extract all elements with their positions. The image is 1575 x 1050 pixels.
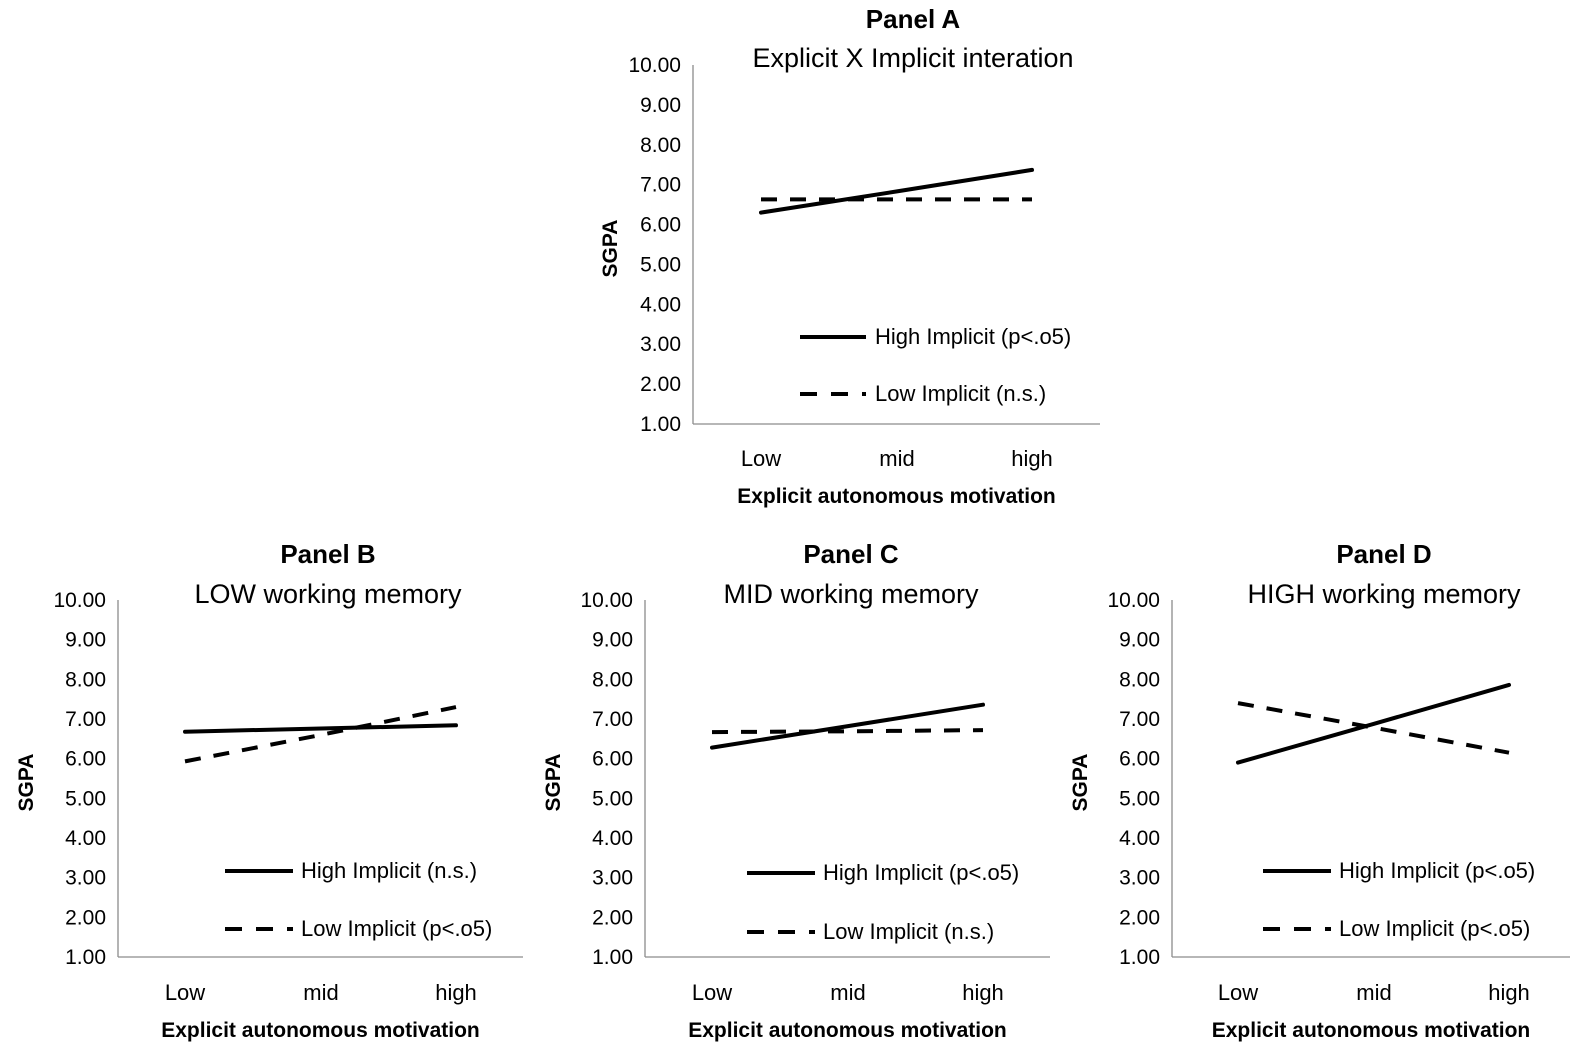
- y-axis-title: SGPA: [599, 220, 622, 278]
- y-tick-label: 1.00: [640, 413, 681, 436]
- y-tick-label: 9.00: [1119, 629, 1160, 652]
- panel-title: Panel A: [866, 4, 961, 34]
- legend-label: High Implicit (p<.o5): [875, 324, 1071, 349]
- y-tick-label: 6.00: [640, 214, 681, 237]
- y-tick-label: 9.00: [592, 629, 633, 652]
- x-tick-label: high: [962, 980, 1004, 1005]
- x-tick-label: mid: [879, 446, 914, 471]
- y-axis-title: SGPA: [1069, 754, 1092, 812]
- y-tick-label: 3.00: [1119, 867, 1160, 890]
- y-tick-label: 2.00: [65, 906, 106, 929]
- y-tick-label: 4.00: [65, 827, 106, 850]
- y-tick-label: 5.00: [592, 787, 633, 810]
- x-tick-label: Low: [741, 446, 781, 471]
- x-axis-title: Explicit autonomous motivation: [737, 485, 1056, 508]
- x-tick-label: high: [1011, 446, 1053, 471]
- y-tick-label: 7.00: [592, 708, 633, 731]
- y-tick-label: 1.00: [1119, 946, 1160, 969]
- y-tick-label: 2.00: [592, 906, 633, 929]
- panel-d: Panel D HIGH working memory 1.00 2.00 3.00 4.…: [1069, 539, 1570, 1042]
- y-tick-label: 2.00: [640, 373, 681, 396]
- x-axis-title: Explicit autonomous motivation: [1212, 1019, 1531, 1042]
- y-tick-label: 7.00: [640, 174, 681, 197]
- y-tick-label: 10.00: [1107, 589, 1160, 612]
- y-tick-label: 5.00: [65, 787, 106, 810]
- x-tick-label: mid: [1356, 980, 1391, 1005]
- legend-label: High Implicit (p<.o5): [823, 860, 1019, 885]
- legend-label: Low Implicit (n.s.): [875, 381, 1046, 406]
- x-tick-label: Low: [692, 980, 732, 1005]
- y-tick-label: 1.00: [592, 946, 633, 969]
- panel-subtitle: MID working memory: [723, 579, 979, 609]
- y-tick-label: 2.00: [1119, 906, 1160, 929]
- x-tick-label: high: [1488, 980, 1530, 1005]
- series-line-high-implicit: [1236, 682, 1511, 765]
- x-tick-label: Low: [1218, 980, 1258, 1005]
- y-tick-label: 6.00: [592, 748, 633, 771]
- series-line-low-implicit: [711, 728, 984, 735]
- x-tick-label: Low: [165, 980, 205, 1005]
- y-tick-label: 5.00: [1119, 787, 1160, 810]
- series-line-high-implicit: [710, 702, 985, 750]
- y-axis-title: SGPA: [542, 754, 565, 812]
- y-tick-label: 8.00: [1119, 668, 1160, 691]
- x-tick-label: high: [435, 980, 477, 1005]
- panel-c: Panel C MID working memory 1.00 2.00 3.00 4.0…: [542, 539, 1050, 1042]
- legend-label: High Implicit (p<.o5): [1339, 858, 1535, 883]
- x-tick-label: mid: [303, 980, 338, 1005]
- y-axis-title: SGPA: [15, 754, 38, 812]
- series-line-low-implicit: [184, 705, 457, 764]
- panel-a: Panel A Explicit X Implicit interation 1.0…: [599, 4, 1100, 508]
- legend-label: Low Implicit (n.s.): [823, 919, 994, 944]
- y-tick-label: 5.00: [640, 253, 681, 276]
- y-tick-label: 9.00: [65, 629, 106, 652]
- panel-title: Panel B: [280, 539, 375, 569]
- x-tick-label: mid: [830, 980, 865, 1005]
- y-tick-label: 10.00: [628, 54, 681, 77]
- x-axis-title: Explicit autonomous motivation: [161, 1019, 480, 1042]
- y-tick-label: 7.00: [1119, 708, 1160, 731]
- y-tick-label: 3.00: [592, 867, 633, 890]
- panel-title: Panel C: [803, 539, 899, 569]
- panel-subtitle: LOW working memory: [194, 579, 462, 609]
- series-line-high-implicit: [183, 723, 458, 734]
- legend-label: High Implicit (n.s.): [301, 858, 477, 883]
- y-tick-label: 4.00: [640, 293, 681, 316]
- y-tick-label: 1.00: [65, 946, 106, 969]
- y-tick-label: 7.00: [65, 708, 106, 731]
- panel-title: Panel D: [1336, 539, 1431, 569]
- y-tick-label: 6.00: [65, 748, 106, 771]
- y-tick-label: 8.00: [640, 134, 681, 157]
- legend-label: Low Implicit (p<.o5): [301, 916, 492, 941]
- y-tick-label: 8.00: [592, 668, 633, 691]
- y-tick-label: 3.00: [65, 867, 106, 890]
- panel-subtitle: HIGH working memory: [1247, 579, 1521, 609]
- series-line-high-implicit: [759, 167, 1034, 215]
- y-tick-label: 4.00: [592, 827, 633, 850]
- y-tick-label: 9.00: [640, 94, 681, 117]
- series-line-low-implicit: [1237, 701, 1510, 755]
- y-tick-label: 10.00: [53, 589, 106, 612]
- x-axis-title: Explicit autonomous motivation: [688, 1019, 1007, 1042]
- y-tick-label: 8.00: [65, 668, 106, 691]
- y-tick-label: 6.00: [1119, 748, 1160, 771]
- y-tick-label: 10.00: [580, 589, 633, 612]
- panel-b: Panel B LOW working memory 1.00 2.00 3.00 4.0…: [15, 539, 523, 1042]
- y-tick-label: 3.00: [640, 333, 681, 356]
- y-tick-label: 4.00: [1119, 827, 1160, 850]
- panel-subtitle: Explicit X Implicit interation: [752, 43, 1073, 73]
- legend-label: Low Implicit (p<.o5): [1339, 916, 1530, 941]
